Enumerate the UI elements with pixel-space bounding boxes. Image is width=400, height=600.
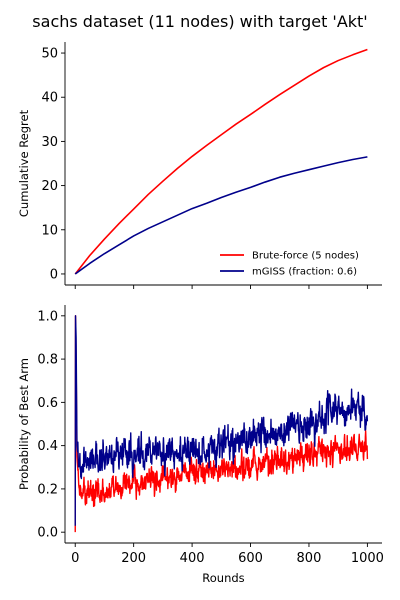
panel1-y-axis-title: Probability of Best Arm bbox=[17, 358, 31, 490]
panel1-x-tick-label-3: 600 bbox=[238, 551, 263, 566]
panel0-y-axis-title: Cumulative Regret bbox=[17, 109, 31, 217]
panel0-y-tick-label-4: 40 bbox=[41, 91, 58, 106]
panel1-y-tick-label-4: 0.8 bbox=[37, 353, 58, 368]
panel1-y-tick-label-5: 1.0 bbox=[37, 309, 58, 324]
panel0-y-tick-label-5: 50 bbox=[41, 47, 58, 62]
panel1-x-axis-title: Rounds bbox=[202, 571, 244, 585]
panel0-legend-label-0: Brute-force (5 nodes) bbox=[252, 251, 359, 262]
panel1-x-tick-label-5: 1000 bbox=[351, 551, 384, 566]
panel1-y-tick-label-1: 0.2 bbox=[37, 482, 58, 497]
panel1-y-tick-label-0: 0.0 bbox=[37, 526, 58, 541]
panel0-series-line-0 bbox=[74, 48, 368, 275]
panel1-x-tick-label-1: 200 bbox=[121, 551, 146, 566]
panel0-legend: Brute-force (5 nodes) mGISS (fraction: 0.… bbox=[220, 251, 359, 278]
panel1-series-group bbox=[74, 315, 369, 533]
panel1-x-tick-label-2: 400 bbox=[180, 551, 205, 566]
panel1-x-tick-label-0: 0 bbox=[71, 551, 79, 566]
panel0-y-tick-label-0: 0 bbox=[50, 267, 58, 282]
cumulative-regret-panel: 0 10 20 30 40 50 Cumulative Regret Brute-force … bbox=[17, 42, 382, 289]
figure-title: sachs dataset (11 nodes) with target 'Ak… bbox=[32, 12, 367, 31]
panel0-legend-label-1: mGISS (fraction: 0.6) bbox=[252, 267, 357, 278]
panel1-y-tick-label-2: 0.4 bbox=[37, 439, 58, 454]
panel0-y-tick-label-2: 20 bbox=[41, 179, 58, 194]
probability-best-arm-panel: 0.0 0.2 0.4 0.6 0.8 1.0 0 200 400 600 800 1000 Proba… bbox=[17, 305, 384, 585]
panel0-series-line-1 bbox=[74, 156, 368, 275]
panel1-x-tick-label-4: 800 bbox=[297, 551, 322, 566]
panel1-series-line-0 bbox=[74, 315, 369, 533]
panel0-y-tick-label-3: 30 bbox=[41, 135, 58, 150]
panel0-series-group bbox=[74, 48, 368, 275]
panel0-y-tick-label-1: 10 bbox=[41, 223, 58, 238]
panel1-series-line-1 bbox=[74, 315, 369, 526]
panel1-y-tick-label-3: 0.6 bbox=[37, 396, 58, 411]
